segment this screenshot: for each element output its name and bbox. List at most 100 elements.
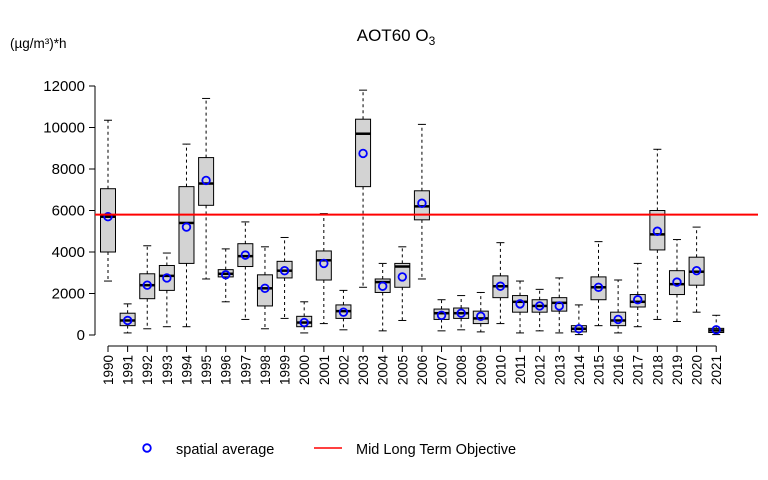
mean-point-1995 xyxy=(201,175,211,186)
box-2007 xyxy=(433,299,450,332)
x-tick-label-1995: 1995 xyxy=(199,355,214,385)
x-tick-label-1994: 1994 xyxy=(179,355,194,386)
x-tick-label-2000: 2000 xyxy=(297,355,312,385)
y-tick-label-8000: 8000 xyxy=(52,161,85,178)
mean-point-2006 xyxy=(417,198,427,208)
x-tick-label-2002: 2002 xyxy=(336,355,351,385)
x-tick-label-1992: 1992 xyxy=(140,355,155,385)
x-axis: 1990 1991 1992 1993 1994 1995 1996 1997 1998 1999… xyxy=(101,345,724,386)
y-tick-label-0: 0 xyxy=(77,327,85,344)
mean-point-2009 xyxy=(476,311,486,322)
mean-point-2000 xyxy=(299,317,309,328)
chart-title-main: AOT60 O xyxy=(357,26,429,45)
mean-point-2016 xyxy=(613,314,623,325)
box-1993 xyxy=(158,252,175,328)
box-2021 xyxy=(708,314,725,336)
box-1990 xyxy=(100,119,116,282)
y-tick-label-4000: 4000 xyxy=(52,244,85,261)
iqr-box-1998 xyxy=(256,274,273,307)
x-tick-label-2009: 2009 xyxy=(474,355,489,385)
y-tick-label-10000: 10000 xyxy=(43,120,85,137)
mean-point-2012 xyxy=(534,301,545,311)
x-tick-label-2010: 2010 xyxy=(493,355,508,385)
box-2000 xyxy=(296,301,313,334)
legend: spatial average Mid Long Term Objective xyxy=(142,442,516,458)
iqr-box-1994 xyxy=(178,186,195,264)
box-2003 xyxy=(355,89,372,288)
iqr-box-2003 xyxy=(355,118,372,188)
legend-label-spatial-average: spatial average xyxy=(176,442,274,458)
y-tick-label-12000: 12000 xyxy=(43,78,85,95)
mean-point-1998 xyxy=(260,283,270,294)
iqr-box-1995 xyxy=(198,157,215,206)
box-1998 xyxy=(256,246,273,330)
box-series xyxy=(100,89,725,336)
x-tick-label-2007: 2007 xyxy=(435,355,450,385)
x-tick-label-2011: 2011 xyxy=(513,355,528,384)
x-tick-label-2013: 2013 xyxy=(552,355,567,385)
mean-point-2020 xyxy=(691,265,702,276)
box-1995 xyxy=(198,97,215,280)
y-tick-label-2000: 2000 xyxy=(52,286,85,303)
box-2011 xyxy=(512,280,529,334)
x-tick-label-2017: 2017 xyxy=(631,355,646,385)
box-1992 xyxy=(139,245,156,330)
box-1997 xyxy=(237,221,254,320)
box-2018 xyxy=(649,148,666,320)
chart-title: AOT60 O3 xyxy=(357,26,436,48)
x-tick-label-2004: 2004 xyxy=(376,355,391,386)
mean-point-2018 xyxy=(652,226,663,236)
x-tick-label-2003: 2003 xyxy=(356,355,371,385)
x-tick-label-2005: 2005 xyxy=(395,355,410,385)
mean-point-2013 xyxy=(554,301,564,311)
mean-point-2001 xyxy=(319,258,329,269)
box-2014 xyxy=(570,304,587,336)
iqr-box-2001 xyxy=(315,250,332,281)
mean-point-2005 xyxy=(397,272,407,282)
mean-point-1993 xyxy=(162,273,172,283)
mean-point-1994 xyxy=(181,222,192,232)
iqr-box-1993 xyxy=(158,264,175,291)
mean-point-2002 xyxy=(338,307,349,317)
y-axis: 0 2000 4000 6000 8000 10000 12000 xyxy=(43,78,96,344)
y-axis-unit-label: (µg/m³)*h xyxy=(10,36,67,51)
x-tick-label-2006: 2006 xyxy=(415,355,430,385)
x-tick-label-2018: 2018 xyxy=(650,355,665,385)
box-2005 xyxy=(394,246,411,321)
x-tick-label-2015: 2015 xyxy=(592,355,607,385)
box-1996 xyxy=(217,248,234,303)
x-tick-label-1996: 1996 xyxy=(219,355,234,385)
box-2016 xyxy=(610,279,627,334)
iqr-box-2019 xyxy=(668,270,685,296)
mean-point-2014 xyxy=(574,324,584,334)
legend-marker-spatial-average xyxy=(142,443,152,453)
box-2019 xyxy=(668,239,685,323)
mean-point-1997 xyxy=(240,250,251,260)
box-2004 xyxy=(374,262,391,332)
x-tick-label-1999: 1999 xyxy=(278,355,293,385)
x-tick-label-1990: 1990 xyxy=(101,355,116,385)
mean-point-2015 xyxy=(593,282,604,292)
mean-point-1991 xyxy=(122,315,133,326)
box-2012 xyxy=(531,288,548,332)
box-2015 xyxy=(590,241,607,327)
mean-point-2008 xyxy=(456,308,466,318)
x-tick-label-1993: 1993 xyxy=(160,355,175,385)
x-tick-label-2001: 2001 xyxy=(317,355,332,385)
chart-title-subscript: 3 xyxy=(429,34,436,48)
box-2010 xyxy=(492,242,509,325)
iqr-box-2016 xyxy=(610,311,627,327)
box-2006 xyxy=(413,123,430,280)
mean-point-1990 xyxy=(103,212,113,222)
box-2013 xyxy=(551,277,568,334)
x-tick-label-2016: 2016 xyxy=(611,355,626,385)
x-tick-label-2008: 2008 xyxy=(454,355,469,385)
mean-point-1996 xyxy=(221,270,231,280)
x-tick-label-1998: 1998 xyxy=(258,355,273,385)
x-tick-label-2020: 2020 xyxy=(690,355,705,385)
mean-point-1999 xyxy=(279,265,290,276)
box-2020 xyxy=(688,226,705,313)
mean-point-1992 xyxy=(142,280,152,290)
legend-label-objective: Mid Long Term Objective xyxy=(356,442,516,458)
